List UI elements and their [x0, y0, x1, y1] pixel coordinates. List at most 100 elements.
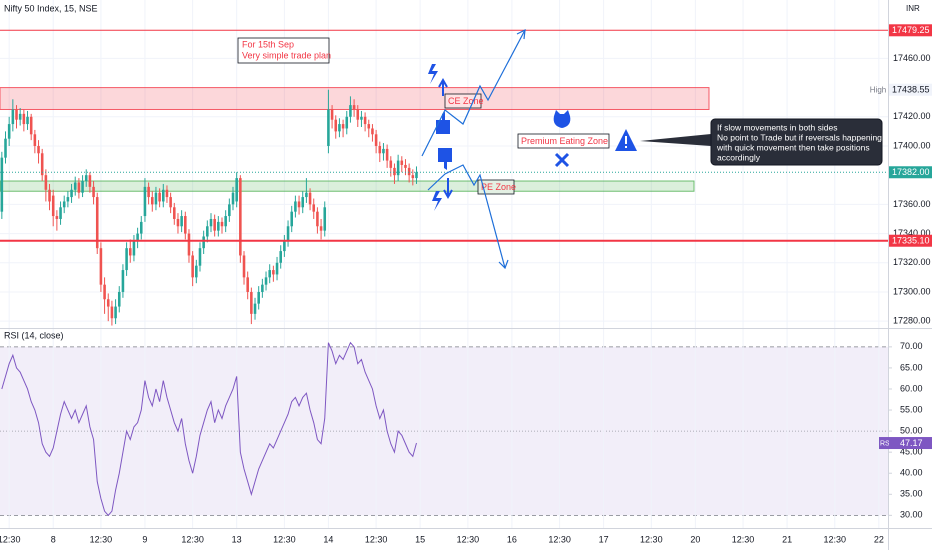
candle-body	[279, 251, 282, 263]
rsi-name-badge	[879, 437, 889, 450]
candle-body	[290, 211, 294, 227]
candle-body	[345, 116, 349, 129]
candle-body	[191, 255, 194, 278]
candle-body	[173, 207, 176, 219]
price-badge	[889, 166, 932, 179]
candle-body	[51, 195, 55, 217]
rsi-name: RSI	[880, 440, 892, 447]
candle-body	[117, 291, 121, 307]
candle-body	[213, 218, 216, 231]
candle-body	[176, 218, 180, 227]
y-tick-label: 17400.00	[893, 140, 931, 150]
y-tick-label: 65.00	[900, 362, 923, 372]
high-marker-name: High	[870, 85, 886, 94]
candle-body	[250, 291, 253, 314]
thumbs-down-icon	[438, 148, 452, 170]
candle-body	[33, 134, 37, 146]
candle-body	[48, 189, 51, 202]
candle-body	[92, 186, 95, 198]
x-tick-label: 12:30	[181, 534, 204, 544]
y-tick-label: 30.00	[900, 510, 923, 520]
candle-body	[415, 172, 418, 179]
candle-body	[4, 138, 7, 158]
callout-box	[710, 118, 883, 166]
candle-body	[147, 186, 150, 198]
x-tick-label: 20	[690, 534, 700, 544]
candle-body	[121, 270, 125, 292]
candle-body	[283, 240, 286, 252]
x-tick-label: 13	[232, 534, 242, 544]
x-tick-label: 12:30	[640, 534, 663, 544]
y-tick-label: 17340.00	[893, 228, 931, 238]
x-tick-label: 12:30	[824, 534, 847, 544]
candle-body	[312, 204, 316, 212]
pe-zone-label: PE Zone	[481, 182, 516, 192]
chart-title: Nifty 50 Index, 15, NSE	[4, 3, 98, 13]
candle-body	[268, 270, 271, 278]
candle-body	[257, 291, 260, 304]
x-tick-label: 15	[415, 534, 425, 544]
candle-body	[411, 175, 415, 179]
x-tick-label: 12:30	[457, 534, 480, 544]
candle-body	[70, 189, 73, 198]
candle-body	[246, 277, 249, 292]
candle-body	[73, 182, 77, 190]
x-tick-label: 17	[599, 534, 609, 544]
candle-body	[15, 109, 18, 120]
candle-body	[301, 197, 305, 208]
candle-body	[338, 124, 341, 132]
candle-body	[55, 216, 59, 219]
candle-body	[125, 248, 128, 271]
candle-body	[396, 160, 400, 176]
grid	[0, 0, 888, 528]
candle-body	[275, 262, 279, 275]
candle-body	[162, 189, 165, 202]
x-tick-label: 22	[874, 534, 884, 544]
candle-body	[165, 189, 169, 198]
candle-body	[169, 197, 172, 208]
candle-body	[81, 181, 84, 193]
callout-text: accordingly	[717, 152, 761, 162]
high-marker-label: 17438.55	[892, 85, 930, 95]
candle-body	[217, 221, 220, 231]
ce-zone-label: CE Zone	[448, 96, 484, 106]
y-tick-label: 50.00	[900, 425, 923, 435]
bull-path-arrowhead	[516, 28, 526, 40]
candle-body	[374, 134, 378, 146]
premium-box	[517, 133, 610, 149]
price-badge-label: 17382.00	[892, 167, 930, 177]
y-tick-label: 17460.00	[893, 53, 931, 63]
y-tick-label: 55.00	[900, 404, 923, 414]
candle-body	[272, 270, 275, 275]
callout-pointer	[640, 134, 711, 146]
callout-text: If slow movements in both sides	[717, 122, 837, 132]
warning-icon	[625, 136, 627, 144]
up-arrow-icon	[438, 77, 448, 96]
warning-icon	[625, 146, 627, 148]
candle-body	[253, 303, 257, 314]
x-tick-label: 12:30	[548, 534, 571, 544]
candle-body	[378, 145, 382, 154]
lightning-icon	[432, 191, 442, 211]
candle-body	[132, 240, 136, 256]
price-badge-label: 17335.10	[892, 236, 930, 246]
y-tick-label: 40.00	[900, 468, 923, 478]
y-tick-label: 17360.00	[893, 199, 931, 209]
candle-body	[228, 204, 231, 217]
marks	[0, 29, 888, 517]
axis-labels: 17280.00 17300.00 17320.00 17340.00 17360.00…	[0, 24, 932, 544]
candle-body	[187, 233, 191, 256]
rsi-value-badge	[889, 437, 932, 450]
candle-body	[184, 216, 187, 234]
candle-body	[319, 226, 323, 231]
candle-body	[106, 299, 110, 307]
candle-body	[371, 128, 374, 135]
y-tick-label: 70.00	[900, 341, 923, 351]
candle-body	[95, 197, 99, 249]
premium-text: Premium Eating Zone	[521, 136, 608, 146]
candle-body	[22, 113, 26, 125]
y-tick-label: 17280.00	[893, 316, 931, 326]
down-arrow-icon	[443, 178, 453, 200]
